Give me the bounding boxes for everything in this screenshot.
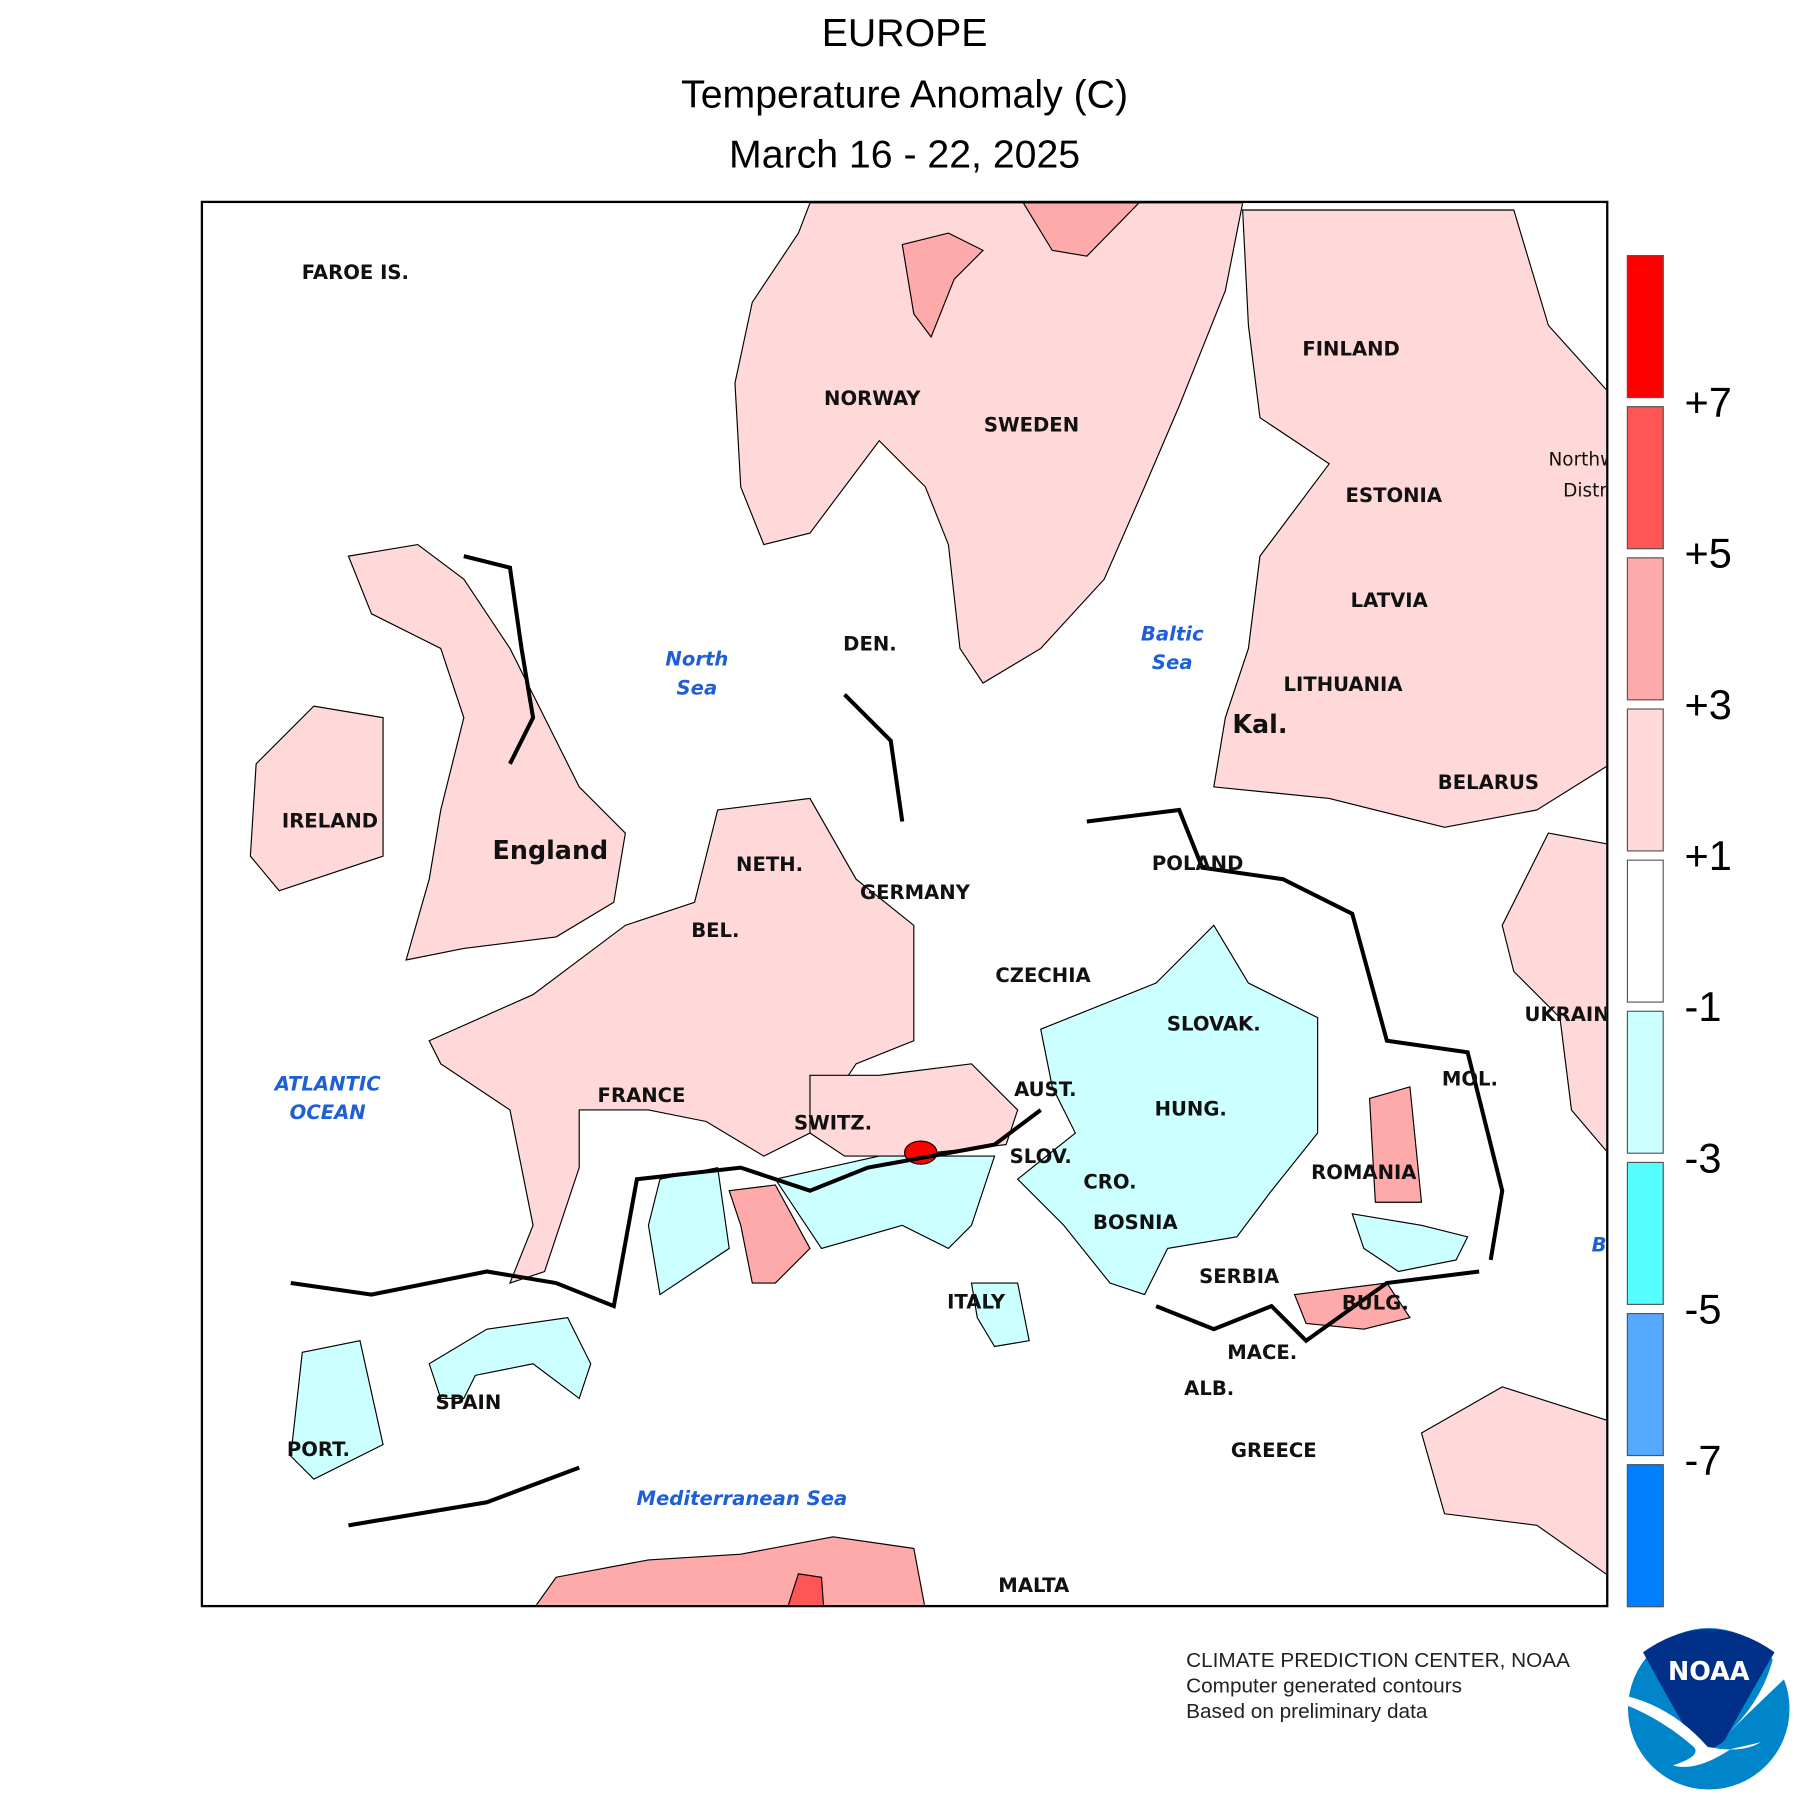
legend-swatch xyxy=(1626,859,1664,1003)
noaa-logo: NOAA xyxy=(1626,1628,1791,1790)
region-italy-north-cold xyxy=(774,1155,996,1250)
credit-line: Based on preliminary data xyxy=(1186,1699,1428,1723)
label-country: FAROE IS. xyxy=(301,261,409,285)
label-baltic-sea: Baltic Sea xyxy=(1140,623,1204,675)
noaa-logo-text: NOAA xyxy=(1668,1656,1750,1686)
label-country: HUNG. xyxy=(1154,1098,1227,1122)
label-country: IRELAND xyxy=(281,809,379,834)
region-norway-warm xyxy=(901,232,985,339)
label-country: MOL. xyxy=(1441,1068,1499,1092)
region-greece-turkey xyxy=(1420,1386,1607,1575)
legend-swatch xyxy=(1626,557,1664,701)
map-shading xyxy=(249,203,1607,1605)
region-central-europe-cold xyxy=(1016,924,1319,1296)
region-alps-pink xyxy=(809,1063,1019,1157)
region-romania-cold xyxy=(1351,1213,1469,1273)
label-country: FRANCE xyxy=(597,1084,686,1108)
contour-zero-east xyxy=(1086,807,1505,1261)
legend-tick-label: -1 xyxy=(1684,983,1722,1031)
legend-swatch xyxy=(1626,708,1664,852)
region-provence-warm xyxy=(728,1184,811,1284)
legend-swatch xyxy=(1626,1010,1664,1154)
region-italy-south-cold xyxy=(970,1282,1030,1348)
label-country: LITHUANIA xyxy=(1283,673,1403,697)
region-north-africa-warm xyxy=(535,1536,926,1605)
label-north-sea: North Sea xyxy=(665,648,729,701)
region-spain-cold xyxy=(428,1317,592,1400)
label-country: ALB. xyxy=(1184,1377,1235,1401)
label-black-sea-partial: B xyxy=(1591,1233,1607,1258)
credit-line: Computer generated contours xyxy=(1186,1674,1463,1698)
label-country: ITALY xyxy=(947,1291,1006,1315)
region-north-africa-hot xyxy=(787,1573,825,1605)
legend-swatch xyxy=(1626,254,1664,399)
map-title-region: EUROPE xyxy=(821,11,988,56)
legend-tick-label: -5 xyxy=(1684,1285,1722,1333)
label-country: UKRAINE xyxy=(1524,1003,1609,1027)
label-mediterranean-sea: Mediterranean Sea xyxy=(636,1487,848,1511)
label-region: Northw xyxy=(1548,448,1606,471)
label-country: SWEDEN xyxy=(983,414,1080,438)
legend-tick-label: +1 xyxy=(1684,831,1732,880)
label-country: BULG. xyxy=(1341,1292,1409,1316)
label-country: SWITZ. xyxy=(793,1112,873,1136)
anomaly-map: FAROE IS. NORWAY SWEDEN FINLAND ESTONIA … xyxy=(200,200,1609,1608)
credit-line: CLIMATE PREDICTION CENTER, NOAA xyxy=(1186,1648,1570,1672)
legend-swatch xyxy=(1626,1464,1664,1608)
region-portugal-cold xyxy=(290,1340,384,1480)
region-britain xyxy=(347,543,626,961)
label-country: ROMANIA xyxy=(1311,1161,1417,1185)
label-country: SERBIA xyxy=(1199,1265,1280,1289)
legend-swatch xyxy=(1626,1161,1664,1305)
region-western-europe xyxy=(428,797,915,1284)
legend-tick-label: -7 xyxy=(1684,1436,1722,1484)
label-country: SPAIN xyxy=(435,1391,502,1415)
legend-tick-label: +3 xyxy=(1684,680,1732,729)
label-country: England xyxy=(492,837,609,866)
label-country: ESTONIA xyxy=(1345,484,1443,508)
label-country: Kal. xyxy=(1232,711,1288,741)
label-country: NETH. xyxy=(736,853,804,877)
label-country: GERMANY xyxy=(859,881,970,905)
region-scandinavia xyxy=(734,203,1244,684)
label-country: CRO. xyxy=(1083,1171,1137,1195)
legend-tick-label: +5 xyxy=(1684,529,1732,577)
legend-tick-label: -3 xyxy=(1684,1134,1722,1182)
legend-swatch xyxy=(1626,1313,1664,1457)
label-country: SLOVAK. xyxy=(1166,1013,1261,1037)
legend-tick-label: +7 xyxy=(1684,378,1732,426)
map-title-variable: Temperature Anomaly (C) xyxy=(681,72,1129,117)
contour-zero-south xyxy=(290,1108,1480,1528)
region-ireland xyxy=(249,705,384,892)
region-finland-baltics xyxy=(1213,209,1607,828)
region-romania-warm xyxy=(1368,1086,1423,1203)
label-country: CZECHIA xyxy=(995,964,1091,988)
map-title-period: March 16 - 22, 2025 xyxy=(729,132,1081,177)
region-sweden-north-warm xyxy=(1022,203,1140,257)
region-gulf-of-lion-cold xyxy=(647,1166,730,1296)
label-country: MALTA xyxy=(998,1574,1070,1599)
label-country: PORT. xyxy=(286,1438,351,1462)
label-country: GREECE xyxy=(1230,1439,1317,1464)
label-country: LATVIA xyxy=(1350,589,1428,613)
contour-zero-north xyxy=(463,554,905,822)
label-country: BEL. xyxy=(691,919,740,943)
label-atlantic-ocean: ATLANTIC OCEAN xyxy=(274,1073,381,1125)
label-country: FINLAND xyxy=(1302,338,1400,362)
label-country: NORWAY xyxy=(824,387,921,411)
label-country: MACE. xyxy=(1227,1341,1298,1365)
label-country: POLAND xyxy=(1151,852,1244,876)
region-ukraine-east xyxy=(1501,832,1607,1152)
label-country: DEN. xyxy=(843,633,897,657)
label-country: AUST. xyxy=(1014,1078,1077,1102)
legend-swatch xyxy=(1626,406,1664,550)
label-country: SLOV. xyxy=(1009,1145,1072,1169)
label-region: Distri xyxy=(1563,479,1609,502)
label-country: BOSNIA xyxy=(1093,1211,1178,1235)
label-country: BELARUS xyxy=(1437,771,1539,795)
